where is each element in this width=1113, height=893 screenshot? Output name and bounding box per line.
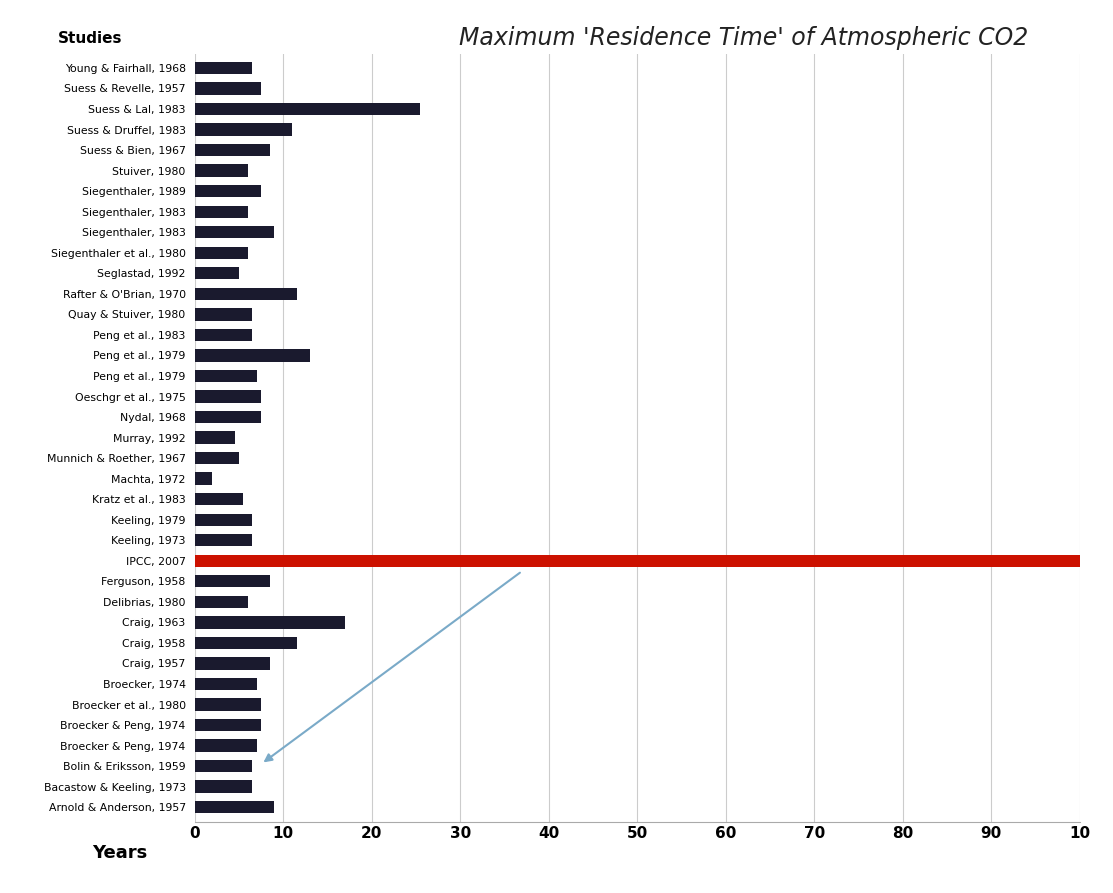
- Bar: [195, 164, 248, 177]
- Bar: [195, 370, 257, 382]
- Bar: [195, 719, 262, 731]
- Text: Studies: Studies: [58, 31, 122, 46]
- Title: Maximum 'Residence Time' of Atmospheric CO2: Maximum 'Residence Time' of Atmospheric …: [459, 26, 1028, 50]
- Bar: [195, 185, 262, 197]
- Bar: [195, 103, 421, 115]
- Bar: [195, 513, 253, 526]
- Bar: [195, 637, 296, 649]
- Bar: [195, 616, 345, 629]
- Bar: [195, 205, 248, 218]
- Bar: [195, 452, 239, 464]
- Bar: [195, 739, 257, 752]
- Bar: [195, 596, 248, 608]
- Bar: [195, 431, 235, 444]
- Bar: [195, 390, 262, 403]
- Bar: [195, 657, 270, 670]
- Bar: [195, 144, 270, 156]
- Bar: [195, 62, 253, 74]
- Bar: [195, 472, 213, 485]
- Bar: [195, 678, 257, 690]
- Bar: [195, 288, 296, 300]
- Bar: [195, 780, 253, 793]
- Bar: [195, 226, 275, 238]
- Bar: [195, 308, 253, 321]
- Bar: [195, 82, 262, 95]
- Bar: [195, 698, 262, 711]
- Bar: [195, 267, 239, 280]
- Bar: [195, 123, 292, 136]
- Bar: [195, 534, 253, 547]
- Bar: [195, 329, 253, 341]
- Bar: [195, 411, 262, 423]
- Text: Years: Years: [92, 844, 147, 862]
- Bar: [195, 555, 1080, 567]
- Bar: [195, 760, 253, 772]
- Bar: [195, 246, 248, 259]
- Bar: [195, 575, 270, 588]
- Bar: [195, 493, 244, 505]
- Bar: [195, 801, 275, 814]
- Bar: [195, 349, 309, 362]
